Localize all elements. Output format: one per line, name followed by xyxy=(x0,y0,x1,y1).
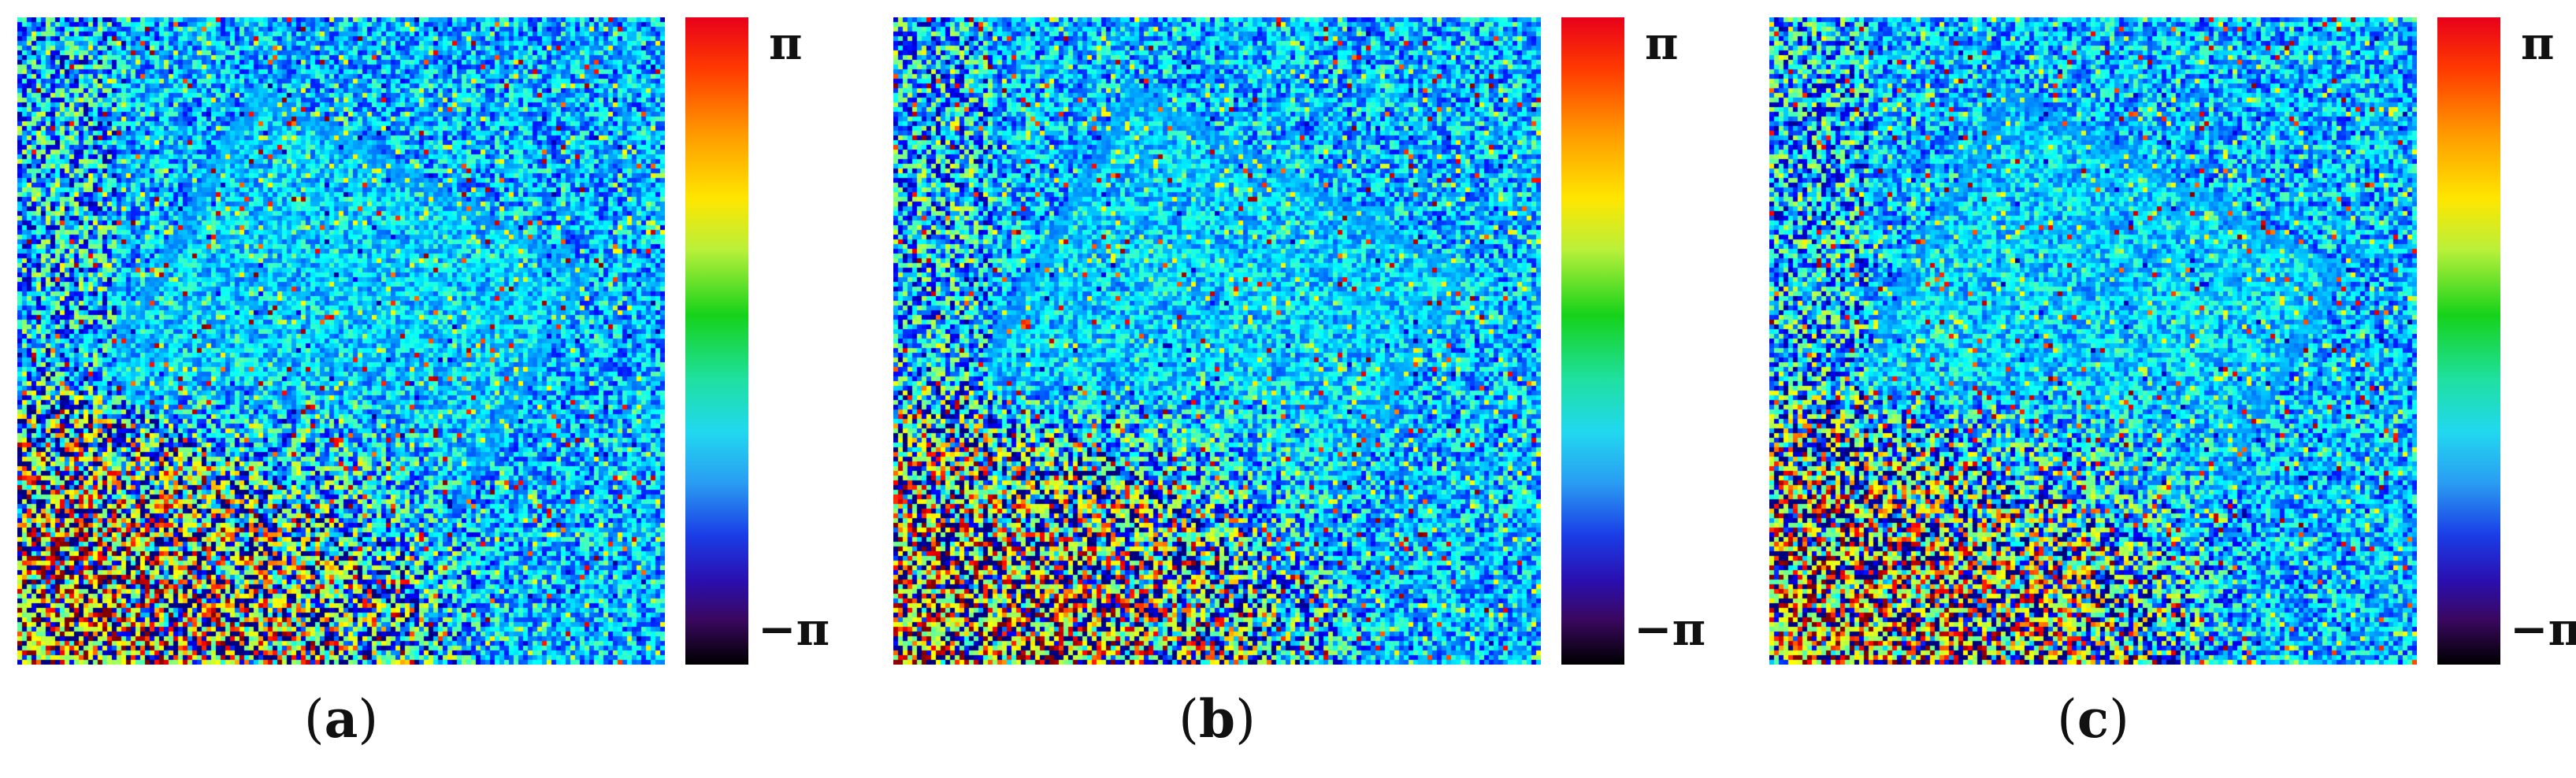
colorbar-min-label: −π xyxy=(2510,602,2576,656)
colorbar xyxy=(1561,17,1624,665)
colorbar-max-label: π xyxy=(769,17,803,70)
phase-map-image xyxy=(1769,17,2417,665)
panel-a: π −π (a) xyxy=(0,0,835,778)
panel-c: π −π (c) xyxy=(1752,0,2576,778)
phase-map-image xyxy=(893,17,1541,665)
phase-map-image xyxy=(17,17,665,665)
colorbar xyxy=(2437,17,2500,665)
colorbar xyxy=(685,17,748,665)
panel-caption: (b) xyxy=(1179,688,1256,750)
colorbar-max-label: π xyxy=(1645,17,1679,70)
colorbar-max-label: π xyxy=(2521,17,2555,70)
panel-b: π −π (b) xyxy=(876,0,1711,778)
panel-caption: (a) xyxy=(303,688,379,750)
panel-caption: (c) xyxy=(2057,688,2129,750)
colorbar-min-label: −π xyxy=(1634,602,1706,656)
colorbar-min-label: −π xyxy=(758,602,830,656)
